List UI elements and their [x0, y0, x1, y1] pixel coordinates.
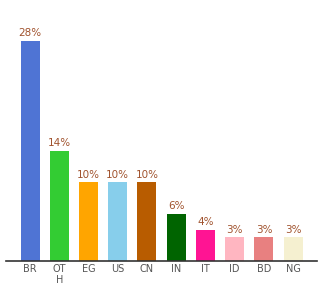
Text: 10%: 10% — [77, 170, 100, 180]
Text: 3%: 3% — [285, 225, 301, 235]
Bar — [138, 182, 156, 261]
Text: 4%: 4% — [197, 217, 214, 227]
Text: 10%: 10% — [135, 170, 158, 180]
Bar — [284, 237, 303, 261]
Text: 14%: 14% — [48, 138, 71, 148]
Bar — [108, 182, 127, 261]
Bar — [79, 182, 98, 261]
Text: 3%: 3% — [256, 225, 272, 235]
Bar — [50, 151, 69, 261]
Text: 28%: 28% — [19, 28, 42, 38]
Text: 10%: 10% — [106, 170, 129, 180]
Bar — [196, 230, 215, 261]
Text: 6%: 6% — [168, 201, 184, 212]
Bar — [167, 214, 186, 261]
Bar — [20, 40, 39, 261]
Bar — [225, 237, 244, 261]
Text: 3%: 3% — [227, 225, 243, 235]
Bar — [254, 237, 274, 261]
